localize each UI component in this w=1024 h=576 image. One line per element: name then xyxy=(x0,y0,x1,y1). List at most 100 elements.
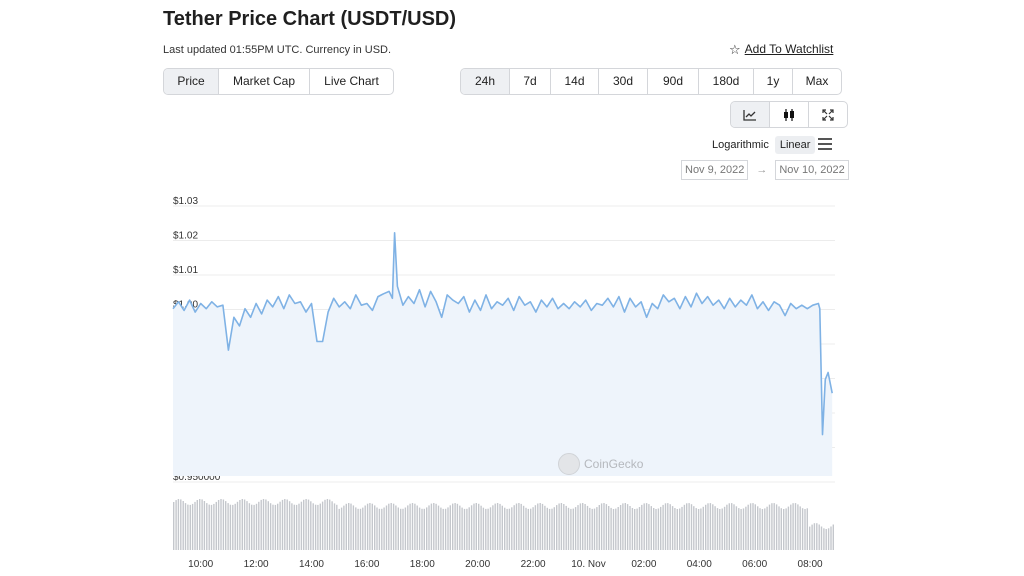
volume-bar xyxy=(331,501,333,550)
volume-bar xyxy=(307,499,310,550)
volume-bar xyxy=(371,503,373,550)
volume-bar xyxy=(239,500,241,550)
volume-bar xyxy=(754,504,756,550)
volume-bar xyxy=(364,505,366,550)
range-30d[interactable]: 30d xyxy=(599,69,648,94)
volume-bar xyxy=(783,509,785,550)
tab-live-chart[interactable]: Live Chart xyxy=(324,74,379,88)
add-to-watchlist-link[interactable]: ☆ Add To Watchlist xyxy=(729,42,833,56)
volume-bar xyxy=(530,508,532,550)
volume-bar xyxy=(284,499,286,550)
volume-bar xyxy=(187,504,189,550)
volume-bar xyxy=(428,505,430,550)
volume-bar xyxy=(416,505,418,550)
volume-bar xyxy=(603,503,605,550)
volume-bar xyxy=(700,508,702,550)
volume-bar xyxy=(558,503,560,550)
volume-bar xyxy=(201,499,203,550)
range-max[interactable]: Max xyxy=(805,74,829,88)
volume-bar xyxy=(600,503,603,550)
volume-bar xyxy=(638,507,641,550)
volume-bar xyxy=(662,504,664,550)
volume-bar xyxy=(496,503,499,550)
range-24h[interactable]: 24h xyxy=(461,69,510,94)
volume-bar xyxy=(785,508,787,550)
volume-bar xyxy=(629,506,631,550)
volume-bar xyxy=(374,505,376,550)
range-1y[interactable]: 1y xyxy=(754,69,793,94)
volume-bar xyxy=(383,507,385,550)
volume-bar xyxy=(676,509,678,550)
volume-bar xyxy=(794,503,797,550)
date-from-input[interactable]: Nov 9, 2022 xyxy=(681,160,749,180)
volume-bar xyxy=(229,504,232,550)
volume-bar xyxy=(466,508,468,550)
volume-bar xyxy=(194,501,196,550)
volume-bar xyxy=(738,508,740,550)
volume-bar xyxy=(830,526,832,550)
candlestick-button[interactable] xyxy=(770,102,809,127)
volume-bar xyxy=(504,507,506,550)
volume-bar xyxy=(447,507,449,550)
volume-bar xyxy=(220,499,222,550)
volume-bar xyxy=(314,504,317,550)
volume-bar xyxy=(544,505,546,550)
page-title: Tether Price Chart (USDT/USD) xyxy=(163,8,457,30)
x-tick-label: 16:00 xyxy=(354,559,379,570)
volume-bar xyxy=(243,499,246,550)
volume-bar xyxy=(215,501,217,550)
volume-bar xyxy=(511,507,513,550)
y-tick-label: $1.02 xyxy=(173,231,198,242)
volume-bar xyxy=(773,503,775,550)
date-to-input[interactable]: Nov 10, 2022 xyxy=(775,160,849,180)
volume-bar xyxy=(463,508,466,550)
volume-bar xyxy=(731,503,733,550)
volume-bar xyxy=(589,507,591,550)
volume-bar xyxy=(759,508,761,550)
volume-bar xyxy=(548,508,551,550)
fullscreen-icon xyxy=(822,108,834,121)
line-chart-button[interactable] xyxy=(731,102,770,127)
tab-price[interactable]: Price xyxy=(164,69,219,94)
tab-market-cap[interactable]: Market Cap xyxy=(219,69,310,94)
fullscreen-button[interactable] xyxy=(809,102,847,127)
volume-bar xyxy=(376,507,378,550)
volume-bar xyxy=(771,503,773,550)
coingecko-watermark: CoinGecko xyxy=(558,453,643,475)
range-14d[interactable]: 14d xyxy=(551,69,599,94)
scale-linear[interactable]: Linear xyxy=(774,136,816,154)
volume-bar xyxy=(567,507,570,550)
volume-bar xyxy=(525,507,527,550)
hamburger-menu-icon[interactable] xyxy=(818,138,832,153)
y-tick-label: $1.03 xyxy=(173,196,198,207)
volume-bar xyxy=(506,508,508,550)
y-tick-label: $1.00 xyxy=(173,300,198,311)
volume-bar xyxy=(577,505,579,550)
volume-bar xyxy=(553,507,555,550)
price-line xyxy=(172,232,833,436)
x-tick-label: 14:00 xyxy=(299,559,324,570)
volume-bar xyxy=(596,507,598,550)
volume-bar xyxy=(310,501,312,550)
chart-mode-tabs: Price Market Cap Live Chart xyxy=(163,68,394,95)
volume-bar xyxy=(745,506,747,550)
volume-bar xyxy=(806,508,808,550)
volume-bar xyxy=(832,524,834,550)
volume-bar xyxy=(253,504,255,550)
price-area-fill xyxy=(173,232,833,476)
scale-logarithmic[interactable]: Logarithmic xyxy=(712,139,769,151)
volume-bar xyxy=(277,503,279,550)
x-tick-label: 22:00 xyxy=(521,559,546,570)
range-7d[interactable]: 7d xyxy=(510,69,551,94)
volume-bar xyxy=(664,503,667,550)
volume-bar xyxy=(565,505,567,550)
volume-bar xyxy=(563,504,565,550)
x-tick-label: 12:00 xyxy=(244,559,269,570)
volume-bar xyxy=(534,505,537,550)
range-180d[interactable]: 180d xyxy=(699,69,754,94)
volume-bar xyxy=(298,503,300,550)
range-90d[interactable]: 90d xyxy=(648,69,699,94)
x-tick-label: 18:00 xyxy=(410,559,435,570)
volume-bar xyxy=(657,508,660,550)
